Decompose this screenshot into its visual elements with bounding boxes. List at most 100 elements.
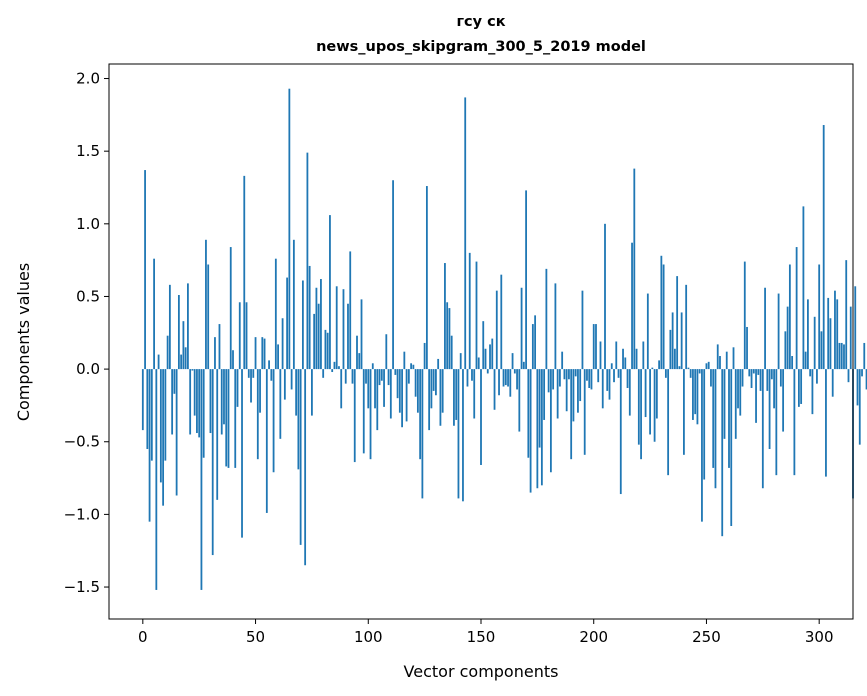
bar-5 — [153, 258, 155, 370]
x-axis-label: Vector components — [404, 662, 559, 681]
bar-160 — [502, 369, 505, 387]
bar-294 — [804, 351, 807, 370]
bar-120 — [412, 364, 415, 370]
bar-60 — [277, 344, 279, 370]
y-tick-label: 0.0 — [76, 360, 100, 378]
bar-16 — [177, 295, 180, 370]
bar-295 — [807, 299, 809, 370]
bar-238 — [678, 366, 681, 370]
bar-7 — [157, 354, 160, 370]
bar-52 — [259, 369, 261, 413]
bar-119 — [410, 363, 413, 370]
x-tick-label: 0 — [138, 628, 148, 646]
bar-278 — [768, 369, 771, 450]
bar-241 — [685, 284, 688, 370]
bar-89 — [342, 289, 345, 370]
bar-281 — [775, 369, 778, 476]
bar-77 — [315, 287, 318, 370]
bar-138 — [453, 369, 455, 426]
bar-53 — [261, 337, 264, 370]
bar-41 — [234, 369, 237, 468]
bar-151 — [482, 321, 485, 370]
bar-206 — [606, 369, 609, 391]
bar-300 — [818, 264, 821, 370]
x-tick-label: 150 — [467, 628, 496, 646]
bar-200 — [592, 324, 595, 370]
bar-247 — [698, 369, 701, 374]
bar-0 — [141, 369, 144, 431]
bar-276 — [764, 287, 766, 370]
bar-166 — [516, 369, 518, 390]
bar-304 — [827, 297, 830, 370]
bar-192 — [574, 369, 577, 377]
bar-290 — [795, 247, 798, 370]
bar-142 — [462, 369, 464, 502]
bar-179 — [545, 268, 548, 370]
bar-199 — [590, 369, 593, 390]
bar-116 — [403, 351, 406, 370]
bar-97 — [360, 299, 363, 370]
bar-6 — [155, 369, 158, 590]
bar-194 — [579, 369, 582, 402]
bar-84 — [331, 369, 334, 373]
bar-20 — [187, 283, 189, 370]
bar-207 — [608, 369, 611, 400]
bar-189 — [568, 369, 570, 380]
bar-137 — [450, 335, 453, 370]
bar-127 — [428, 369, 431, 431]
bar-165 — [513, 369, 516, 374]
bar-173 — [531, 324, 534, 370]
bar-100 — [367, 369, 370, 409]
bar-156 — [493, 369, 496, 410]
bar-176 — [538, 369, 541, 448]
x-tick-label: 100 — [354, 628, 383, 646]
bar-37 — [225, 369, 228, 467]
bar-313 — [847, 369, 850, 383]
bar-230 — [660, 255, 663, 370]
bar-148 — [475, 261, 478, 370]
bar-10 — [164, 369, 167, 461]
bar-248 — [701, 369, 703, 522]
bar-68 — [295, 369, 298, 416]
bar-302 — [822, 125, 825, 370]
bar-67 — [292, 239, 295, 370]
bar-51 — [256, 369, 259, 460]
bar-158 — [498, 369, 500, 396]
bar-227 — [653, 369, 656, 442]
bar-157 — [495, 290, 498, 370]
bar-201 — [595, 324, 597, 370]
bar-163 — [509, 369, 512, 397]
bar-85 — [333, 361, 336, 370]
bar-71 — [301, 280, 304, 370]
bar-291 — [797, 369, 800, 407]
bar-104 — [376, 369, 379, 431]
bar-319 — [861, 369, 863, 377]
bar-133 — [441, 369, 444, 413]
bar-218 — [633, 168, 636, 370]
bar-257 — [721, 369, 724, 537]
bar-131 — [437, 358, 440, 370]
bar-130 — [435, 369, 437, 396]
bar-33 — [216, 369, 219, 500]
bar-140 — [457, 369, 460, 499]
bar-63 — [283, 369, 286, 400]
bar-94 — [353, 369, 356, 463]
bar-121 — [414, 369, 417, 397]
y-tick-label: −1.0 — [64, 505, 100, 523]
bar-177 — [540, 369, 543, 486]
bar-205 — [604, 223, 606, 370]
bar-50 — [254, 337, 257, 370]
bar-30 — [209, 369, 212, 434]
bar-61 — [279, 369, 282, 439]
bar-144 — [466, 369, 469, 387]
bar-283 — [779, 369, 782, 387]
bar-292 — [800, 369, 803, 404]
bar-15 — [175, 369, 178, 496]
bar-299 — [816, 369, 818, 384]
bar-213 — [622, 348, 624, 370]
bar-242 — [687, 367, 690, 370]
bar-9 — [162, 369, 165, 506]
bar-139 — [455, 369, 458, 420]
